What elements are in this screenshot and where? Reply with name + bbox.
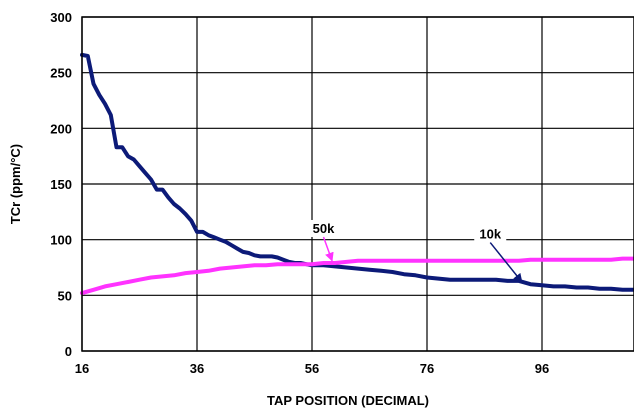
series-line-50k [80,256,634,296]
y-tick-label: 100 [50,233,72,248]
plot-frame [81,16,634,352]
annotation-label-bg [307,219,340,237]
x-axis-label: TAP POSITION (DECIMAL) [267,393,429,408]
y-tick-label: 200 [50,121,72,136]
y-tick-label: 0 [65,344,72,359]
annotations: 50k 10k [307,219,523,283]
y-axis-label: TCr (ppm/°C) [8,144,23,224]
y-tick-labels: 0 50 100 150 200 250 300 [50,10,72,359]
series-layer [80,52,634,296]
gridlines [81,16,634,352]
x-tick-label: 56 [305,361,319,376]
x-tick-label: 36 [190,361,204,376]
x-tick-labels: 16 36 56 76 96 [75,361,549,376]
x-tick-label: 96 [535,361,549,376]
y-tick-label: 300 [50,10,72,25]
y-tick-label: 150 [50,177,72,192]
annotation-label-10k: 10k [479,227,501,242]
annotation-arrow-50k [322,236,334,262]
series-line-10k [80,52,634,292]
annotation-label-50k: 50k [313,221,335,236]
y-tick-label: 250 [50,66,72,81]
x-tick-label: 16 [75,361,89,376]
x-tick-label: 76 [420,361,434,376]
annotation-label-bg [474,225,507,243]
y-tick-label: 50 [58,288,72,303]
annotation-arrow-10k [489,242,523,283]
